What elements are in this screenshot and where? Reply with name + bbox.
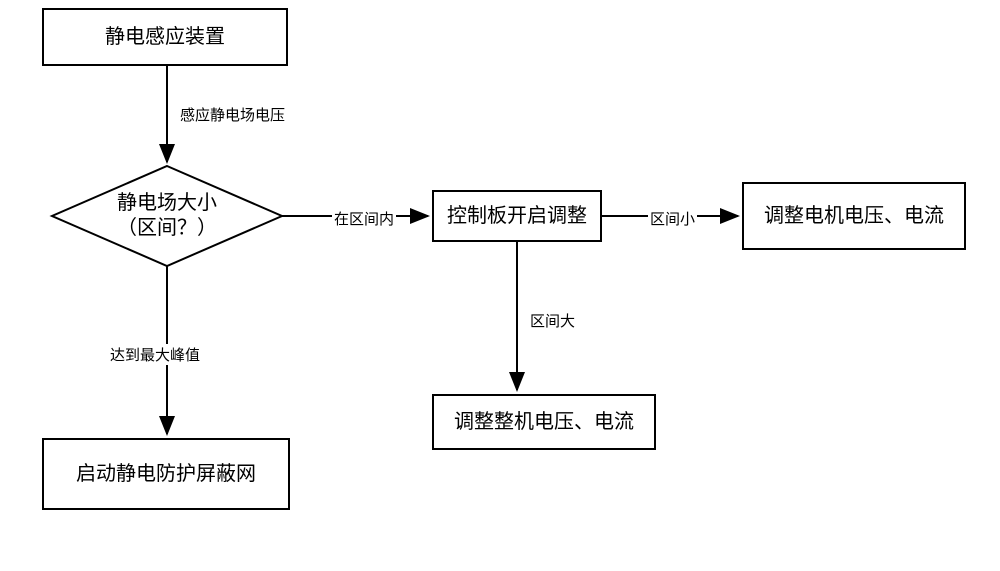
decision-line2: （区间？） [67, 216, 267, 241]
edge-label-range-large: 区间大 [528, 310, 577, 331]
node-label: 调整整机电压、电流 [454, 409, 634, 435]
node-adjust-motor: 调整电机电压、电流 [742, 182, 966, 250]
node-label: 调整电机电压、电流 [764, 203, 944, 229]
node-adjust-machine: 调整整机电压、电流 [432, 394, 656, 450]
node-shield: 启动静电防护屏蔽网 [42, 438, 290, 510]
node-control: 控制板开启调整 [432, 190, 602, 242]
node-label: 静电感应装置 [105, 24, 225, 50]
edge-label-range-small: 区间小 [648, 208, 697, 229]
decision-line1: 静电场大小 [67, 191, 267, 216]
edge-label-sense-voltage: 感应静电场电压 [178, 104, 287, 125]
edge-label-in-range: 在区间内 [332, 208, 396, 229]
edge-label-peak: 达到最大峰值 [108, 344, 202, 365]
node-sensor: 静电感应装置 [42, 8, 288, 66]
node-label: 启动静电防护屏蔽网 [76, 461, 256, 487]
decision-text: 静电场大小 （区间？） [67, 191, 267, 241]
node-label: 控制板开启调整 [447, 203, 587, 229]
